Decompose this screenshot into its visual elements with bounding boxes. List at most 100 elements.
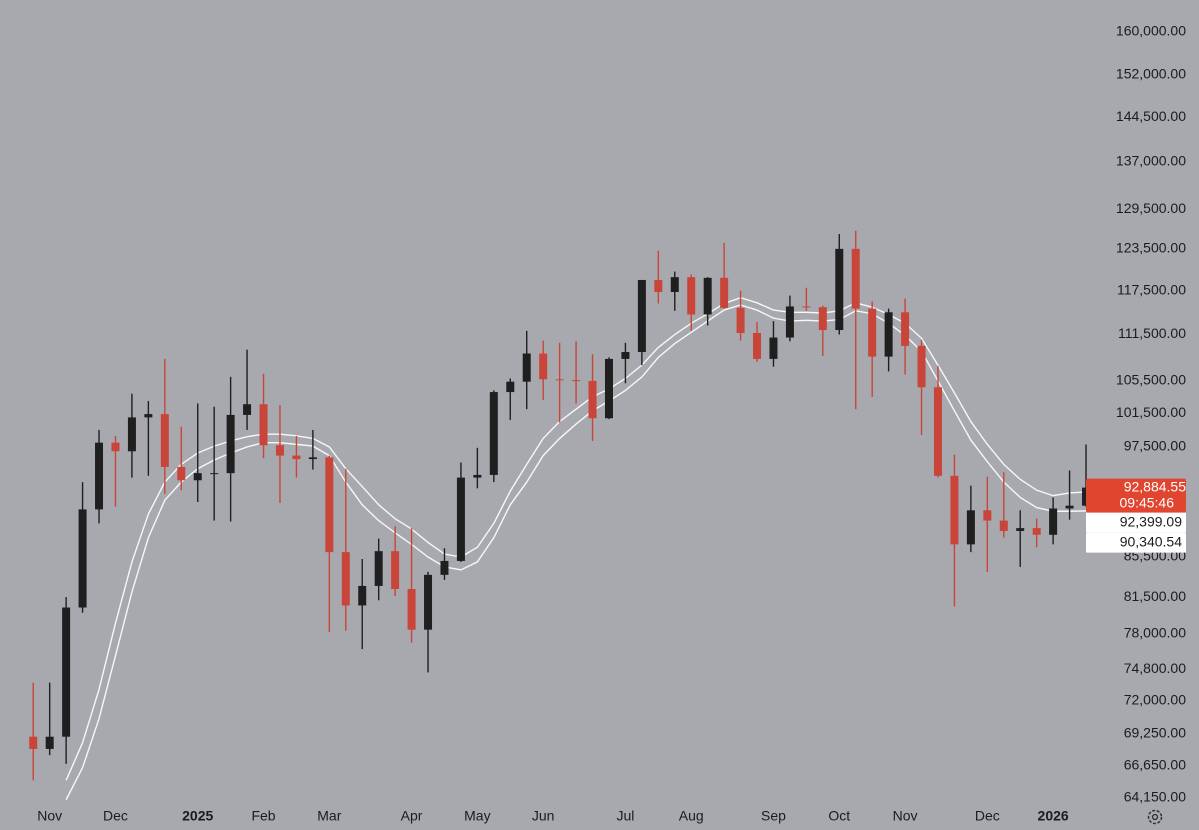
candle-body [637, 279, 646, 352]
candle-body [1049, 508, 1058, 535]
x-tick-label: Dec [103, 808, 128, 824]
candle-body [785, 306, 794, 338]
x-tick-label: Dec [975, 808, 1000, 824]
moving-average-line [65, 297, 1087, 781]
y-tick-label: 69,250.00 [1124, 724, 1186, 740]
candle-body [604, 358, 613, 419]
candle-body [391, 551, 400, 589]
candle-body [654, 279, 663, 293]
candle-body [588, 380, 597, 419]
y-tick-label: 117,500.00 [1117, 281, 1186, 297]
x-tick-label: 2026 [1038, 808, 1069, 824]
candle-body [1032, 528, 1041, 535]
y-tick-label: 66,650.00 [1124, 756, 1186, 772]
candle-body [539, 353, 548, 380]
candle-body [555, 379, 564, 381]
y-tick-label: 74,800.00 [1124, 660, 1186, 676]
candle-body [670, 277, 679, 293]
candle-body [275, 445, 284, 456]
candle-body [210, 473, 219, 475]
candle-body [818, 307, 827, 331]
candle-body [720, 277, 729, 308]
ma-price-box [1086, 532, 1186, 553]
candle-body [440, 560, 449, 575]
x-tick-label: Oct [828, 808, 850, 824]
candle-body [687, 277, 696, 315]
x-tick-label: Aug [679, 808, 704, 824]
ma-price-box [1086, 512, 1186, 533]
candle-body [111, 442, 120, 452]
candle-body [292, 455, 301, 460]
candle-body [424, 574, 433, 630]
candle-body [29, 736, 38, 749]
x-tick-label: Jul [616, 808, 634, 824]
candle-body [358, 585, 367, 606]
y-tick-label: 72,000.00 [1124, 692, 1186, 708]
x-tick-label: Nov [37, 808, 62, 824]
y-tick-label: 144,500.00 [1116, 108, 1186, 124]
candle-body [45, 736, 54, 749]
candle-body [506, 381, 515, 393]
candle-body [835, 248, 844, 331]
y-tick-label: 101,500.00 [1116, 404, 1186, 420]
candle-body [703, 277, 712, 315]
y-tick-label: 129,500.00 [1116, 200, 1186, 216]
plot-area [29, 230, 1091, 801]
candle-body [769, 337, 778, 359]
countdown-label: 09:45:46 [1120, 494, 1175, 510]
candle-body [933, 387, 942, 476]
candle-body [950, 475, 959, 545]
y-tick-label: 123,500.00 [1116, 240, 1186, 256]
y-tick-label: 64,150.00 [1124, 788, 1186, 804]
candle-body [193, 473, 202, 481]
candle-body [259, 404, 268, 446]
candle-body [177, 466, 186, 481]
candle-body [736, 307, 745, 334]
candle-body [966, 510, 975, 545]
x-tick-label: Feb [251, 808, 275, 824]
y-tick-label: 111,500.00 [1118, 325, 1186, 341]
candle-body [901, 312, 910, 346]
settings-gear[interactable] [1147, 809, 1163, 825]
candle-body [868, 308, 877, 357]
candle-body [341, 552, 350, 606]
candle-body [621, 351, 630, 359]
y-tick-label: 81,500.00 [1124, 588, 1186, 604]
candle-body [917, 345, 926, 388]
y-tick-label: 97,500.00 [1124, 438, 1186, 454]
candle-body [983, 510, 992, 521]
settings-center[interactable] [1151, 813, 1159, 821]
candle-body [127, 417, 136, 452]
x-tick-label: 2025 [182, 808, 213, 824]
moving-average-line [65, 304, 1087, 801]
settings-icon[interactable] [1147, 809, 1163, 825]
ma-price-label: 92,399.09 [1120, 513, 1182, 529]
y-tick-label: 137,000.00 [1116, 153, 1186, 169]
candle-body [851, 248, 860, 309]
candle-body [144, 414, 153, 418]
x-tick-label: May [464, 808, 490, 824]
candle-body [999, 520, 1008, 531]
candle-body [456, 477, 465, 561]
y-tick-label: 78,000.00 [1124, 625, 1186, 641]
candle-body [325, 457, 334, 553]
x-tick-label: Jun [532, 808, 555, 824]
candle-body [802, 306, 811, 308]
ma-price-label: 90,340.54 [1120, 533, 1182, 549]
candle-body [62, 607, 71, 737]
candle-body [489, 392, 498, 475]
candle-body [473, 474, 482, 478]
candle-body [95, 442, 104, 510]
y-tick-label: 152,000.00 [1116, 66, 1186, 82]
x-tick-label: Nov [893, 808, 918, 824]
candle-body [572, 380, 581, 382]
y-tick-label: 105,500.00 [1116, 372, 1186, 388]
x-tick-label: Apr [401, 808, 423, 824]
candle-body [407, 588, 416, 630]
candle-body [884, 312, 893, 357]
x-tick-label: Mar [317, 808, 341, 824]
candle-body [374, 551, 383, 586]
